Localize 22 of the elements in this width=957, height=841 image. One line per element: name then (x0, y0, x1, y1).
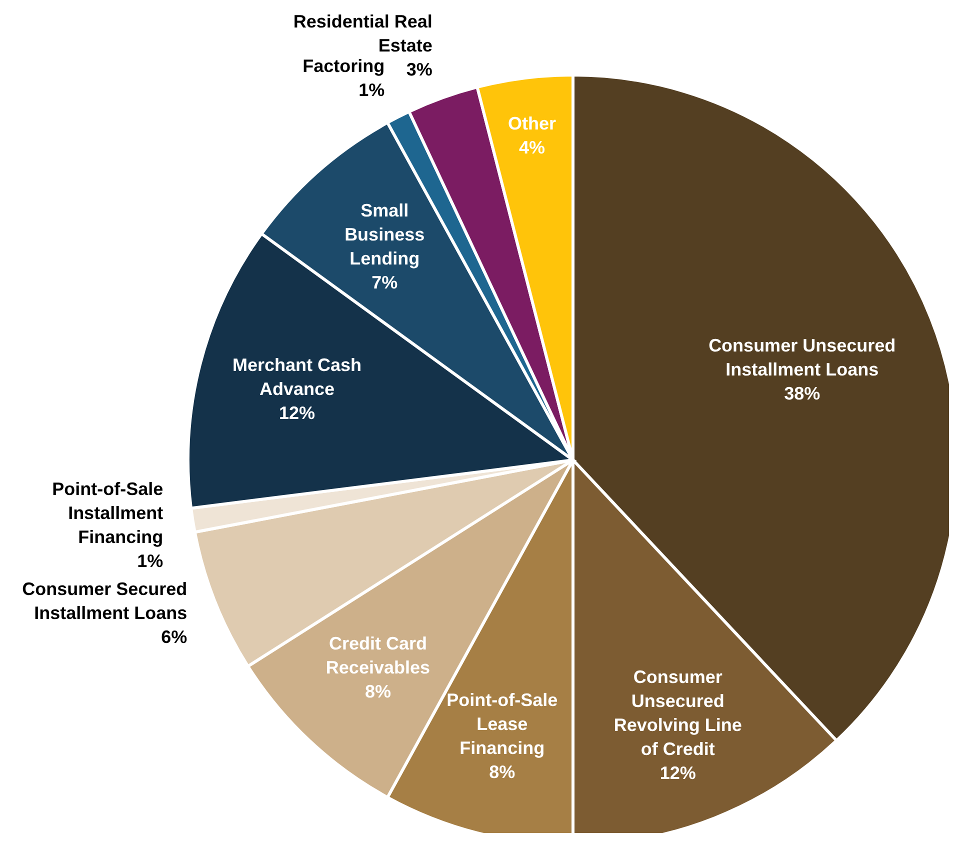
data-label: 6% (161, 626, 188, 647)
data-label: 8% (364, 682, 391, 702)
slice-label: Point-of-Sale Installment Financing (52, 478, 164, 547)
data-label: 12% (279, 403, 316, 424)
slice-label: Other (508, 113, 556, 134)
slice-label: Consumer Unsecured Installment Loans (708, 335, 896, 380)
data-label: 8% (489, 762, 516, 782)
data-label: 38% (784, 383, 820, 404)
slice-label: Consumer Unsecured Revolving Line of Credit (614, 666, 742, 759)
slice-label: Credit Card Receivables (326, 634, 430, 678)
data-label: 7% (372, 272, 398, 292)
slice-label: Residential Real Estate (293, 12, 432, 56)
data-label: 12% (660, 762, 696, 783)
slice-label: Point-of-Sale Lease Financing (446, 690, 558, 758)
data-label: 1% (137, 550, 164, 571)
data-label: 3% (406, 60, 432, 80)
data-label: 1% (358, 80, 385, 100)
slice-label: Consumer Secured Installment Loans (22, 578, 188, 623)
slice-label: Merchant Cash Advance (232, 355, 362, 400)
slice-label: Small Business Lending (344, 200, 425, 268)
data-label: 4% (518, 137, 545, 158)
slice-label: Factoring (302, 56, 385, 76)
